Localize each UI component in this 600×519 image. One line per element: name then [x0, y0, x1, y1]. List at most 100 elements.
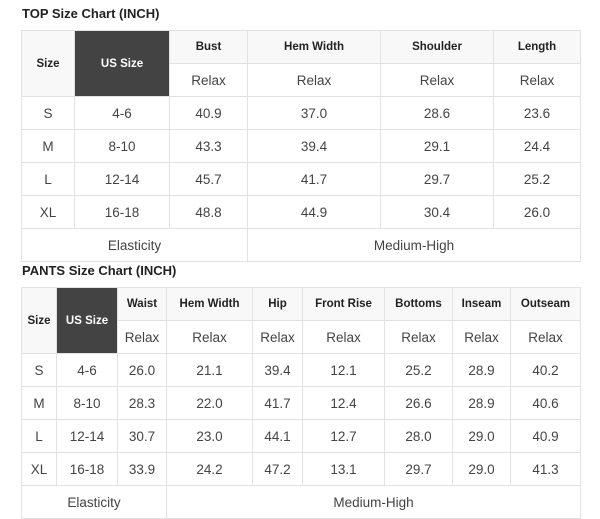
table-row: L 12-14 45.7 41.7 29.7 25.2	[21, 162, 581, 196]
fit-cell: Relax	[452, 320, 511, 354]
value-cell: 23.6	[493, 96, 581, 130]
value-cell: 13.1	[302, 452, 385, 486]
value-cell: 28.9	[452, 386, 511, 420]
header-row: Size US Size Waist Hem Width Hip Front Rise Bo…	[21, 287, 581, 354]
column-header: Hip	[252, 287, 303, 321]
column-header: Inseam	[452, 287, 511, 321]
fit-row: Relax Relax Relax Relax	[22, 63, 581, 97]
size-cell: M	[21, 129, 75, 163]
fit-cell: Relax	[247, 63, 381, 97]
value-cell: 39.4	[252, 353, 303, 387]
size-cell: S	[21, 353, 57, 387]
value-cell: 12.4	[302, 386, 385, 420]
us-size-header: US Size	[56, 287, 118, 354]
us-size-cell: 16-18	[74, 195, 170, 229]
size-header: Size	[21, 30, 75, 97]
fit-cell: Relax	[493, 63, 581, 97]
table-row: S 4-6 26.0 21.1 39.4 12.1 25.2 28.9 40.2	[21, 353, 581, 387]
column-header: Bottoms	[384, 287, 453, 321]
us-size-cell: 4-6	[56, 353, 118, 387]
us-size-cell: 4-6	[74, 96, 170, 130]
us-size-cell: 16-18	[56, 452, 118, 486]
value-cell: 30.7	[117, 419, 167, 453]
elasticity-label: Elasticity	[21, 485, 167, 519]
size-cell: XL	[21, 195, 75, 229]
fit-cell: Relax	[117, 320, 167, 354]
value-cell: 40.9	[169, 96, 248, 130]
us-size-cell: 12-14	[74, 162, 170, 196]
elasticity-label: Elasticity	[21, 228, 248, 262]
value-cell: 25.2	[384, 353, 453, 387]
fit-cell: Relax	[302, 320, 385, 354]
us-size-header: US Size	[74, 30, 170, 97]
value-cell: 29.7	[384, 452, 453, 486]
column-header: Waist	[117, 287, 167, 321]
table-row: XL 16-18 33.9 24.2 47.2 13.1 29.7 29.0 41.3	[21, 452, 581, 486]
column-header: Bust	[169, 30, 248, 64]
pants-chart-title: PANTS Size Chart (INCH)	[22, 263, 177, 278]
value-cell: 28.9	[452, 353, 511, 387]
table-row: XL 16-18 48.8 44.9 30.4 26.0	[21, 195, 581, 229]
table-row: S 4-6 40.9 37.0 28.6 23.6	[21, 96, 581, 130]
value-cell: 43.3	[169, 129, 248, 163]
us-size-cell: 8-10	[56, 386, 118, 420]
value-cell: 21.1	[166, 353, 253, 387]
value-cell: 28.0	[384, 419, 453, 453]
value-cell: 26.0	[117, 353, 167, 387]
elasticity-row: Elasticity Medium-High	[21, 228, 581, 262]
fit-cell: Relax	[252, 320, 303, 354]
value-cell: 48.8	[169, 195, 248, 229]
value-cell: 12.7	[302, 419, 385, 453]
value-cell: 26.0	[493, 195, 581, 229]
size-cell: L	[21, 162, 75, 196]
value-cell: 41.7	[252, 386, 303, 420]
column-header: Hem Width	[247, 30, 381, 64]
us-size-cell: 8-10	[74, 129, 170, 163]
elasticity-row: Elasticity Medium-High	[21, 485, 581, 519]
fit-cell: Relax	[166, 320, 253, 354]
table-row: M 8-10 43.3 39.4 29.1 24.4	[21, 129, 581, 163]
table-row: M 8-10 28.3 22.0 41.7 12.4 26.6 28.9 40.6	[21, 386, 581, 420]
fit-row: Relax Relax Relax Relax Relax Relax Relax	[22, 320, 581, 354]
size-cell: S	[21, 96, 75, 130]
value-cell: 29.0	[452, 452, 511, 486]
elasticity-value: Medium-High	[166, 485, 581, 519]
value-cell: 33.9	[117, 452, 167, 486]
fit-cell: Relax	[380, 63, 494, 97]
column-header: Front Rise	[302, 287, 385, 321]
fit-cell: Relax	[384, 320, 453, 354]
top-size-table: Size US Size Bust Hem Width Shoulder Length Re…	[21, 30, 581, 262]
value-cell: 41.7	[247, 162, 381, 196]
value-cell: 44.1	[252, 419, 303, 453]
value-cell: 29.7	[380, 162, 494, 196]
value-cell: 40.6	[510, 386, 581, 420]
value-cell: 40.2	[510, 353, 581, 387]
size-cell: L	[21, 419, 57, 453]
value-cell: 24.2	[166, 452, 253, 486]
value-cell: 39.4	[247, 129, 381, 163]
value-cell: 40.9	[510, 419, 581, 453]
value-cell: 41.3	[510, 452, 581, 486]
value-cell: 44.9	[247, 195, 381, 229]
value-cell: 26.6	[384, 386, 453, 420]
column-header: Length	[493, 30, 581, 64]
pants-size-table: Size US Size Waist Hem Width Hip Front Rise Bo…	[21, 287, 581, 519]
size-cell: XL	[21, 452, 57, 486]
value-cell: 29.0	[452, 419, 511, 453]
top-chart-title: TOP Size Chart (INCH)	[22, 6, 160, 21]
size-header: Size	[21, 287, 57, 354]
value-cell: 30.4	[380, 195, 494, 229]
header-row: Size US Size Bust Hem Width Shoulder Length	[21, 30, 581, 97]
value-cell: 12.1	[302, 353, 385, 387]
column-header: Shoulder	[380, 30, 494, 64]
value-cell: 37.0	[247, 96, 381, 130]
table-row: L 12-14 30.7 23.0 44.1 12.7 28.0 29.0 40.9	[21, 419, 581, 453]
fit-cell: Relax	[510, 320, 581, 354]
column-header: Outseam	[510, 287, 581, 321]
value-cell: 45.7	[169, 162, 248, 196]
column-header: Hem Width	[166, 287, 253, 321]
size-cell: M	[21, 386, 57, 420]
value-cell: 22.0	[166, 386, 253, 420]
value-cell: 25.2	[493, 162, 581, 196]
value-cell: 23.0	[166, 419, 253, 453]
